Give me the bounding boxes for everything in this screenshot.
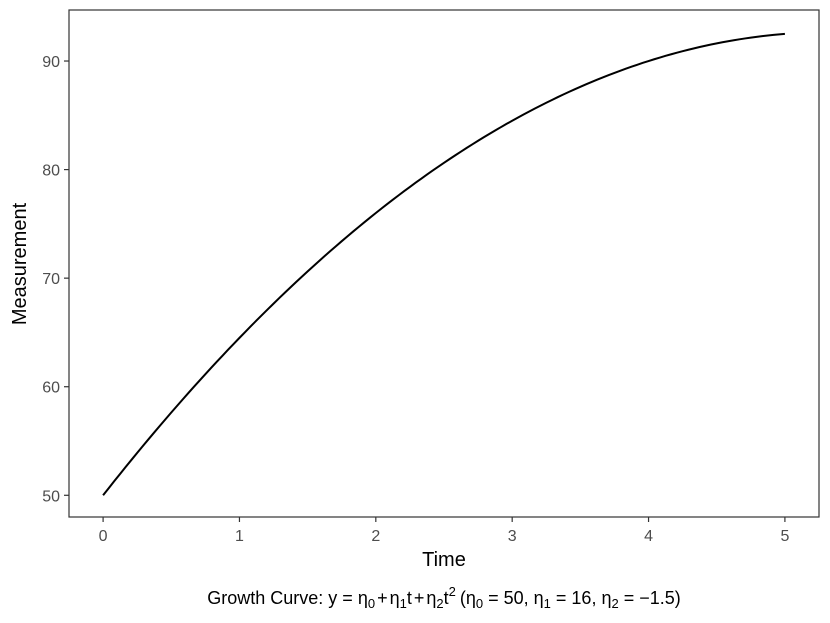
x-axis-title: Time xyxy=(422,549,466,571)
caption-t1: t xyxy=(407,588,412,608)
caption-eta1: η xyxy=(390,588,400,608)
caption-sub1-b: 1 xyxy=(544,596,551,611)
x-tick-label: 1 xyxy=(235,528,244,545)
caption-eq-neg: = −1.5) xyxy=(619,588,681,608)
y-tick-label: 70 xyxy=(42,271,60,288)
x-tick-label: 2 xyxy=(371,528,380,545)
panel-border xyxy=(68,9,820,518)
y-axis: 50 60 70 80 90 xyxy=(42,54,69,505)
caption-eta2-b: η xyxy=(601,588,611,608)
caption-sub0: 0 xyxy=(368,596,375,611)
caption-eq50: = 50, xyxy=(483,588,534,608)
caption-plus1: + xyxy=(377,588,388,608)
caption-eta1-b: η xyxy=(534,588,544,608)
caption-sub1: 1 xyxy=(400,596,407,611)
caption-open-paren: ( xyxy=(460,588,466,608)
caption-sub2: 2 xyxy=(436,596,443,611)
caption-sub0-b: 0 xyxy=(476,596,483,611)
x-tick-label: 3 xyxy=(508,528,517,545)
x-axis: 0 1 2 3 4 5 xyxy=(99,517,789,545)
y-tick-label: 60 xyxy=(42,380,60,397)
y-tick-label: 80 xyxy=(42,163,60,180)
x-tick-label: 4 xyxy=(644,528,653,545)
panel-background xyxy=(69,10,819,517)
caption-eta0-b: η xyxy=(466,588,476,608)
x-tick-label: 0 xyxy=(99,528,108,545)
caption-t2: t xyxy=(444,588,449,608)
y-axis-title: Measurement xyxy=(9,202,31,325)
caption-prefix: Growth Curve: y = xyxy=(207,588,358,608)
caption-sub2-b: 2 xyxy=(611,596,618,611)
x-tick-label: 5 xyxy=(780,528,789,545)
caption-sup2: 2 xyxy=(449,584,456,599)
caption-eq16: = 16, xyxy=(551,588,602,608)
caption-plus2: + xyxy=(414,588,425,608)
chart-caption: Growth Curve: y = η0 + η1t + η2t2 (η0 = 50, η… xyxy=(207,584,681,611)
y-tick-label: 90 xyxy=(42,54,60,71)
y-tick-label: 50 xyxy=(42,488,60,505)
caption-eta2: η xyxy=(426,588,436,608)
caption-eta0: η xyxy=(358,588,368,608)
growth-curve-line xyxy=(102,32,785,496)
